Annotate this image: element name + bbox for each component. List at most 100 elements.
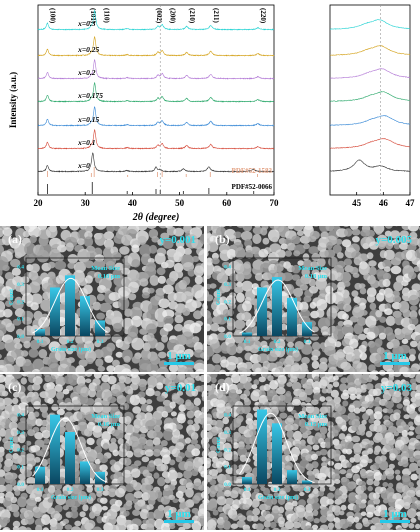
hkl-label: (210) [188, 8, 196, 24]
histogram-bar [35, 466, 45, 484]
hkl-label: (110) [103, 8, 111, 23]
histogram-bar [257, 409, 267, 484]
zoom-series-line [329, 19, 411, 30]
inset-y-tick: 0.1 [17, 317, 24, 323]
zoom-tick-label: 45 [352, 198, 362, 208]
xrd-series-label: x=0.2 [77, 68, 96, 77]
scale-bar-label: 1 μm [167, 508, 191, 520]
fit-curve [32, 417, 108, 483]
reference-label-b: PDF#52-0066 [232, 183, 273, 191]
sem-panel-tag: y=0.005 [375, 234, 412, 246]
mean-size-label: Mean Size [298, 265, 327, 272]
histogram-bar [302, 480, 312, 484]
inset-x-tick: 0.1 [37, 339, 44, 345]
histogram-bar [242, 332, 252, 336]
inset-bars [242, 277, 312, 336]
inset-y-tick: 0.4 [224, 413, 231, 419]
scale-bar [164, 520, 194, 523]
inset-x-tick: 0.2 [274, 339, 281, 345]
mean-size-label: Mean Size [91, 413, 120, 420]
mean-size-label: Mean Size [298, 413, 327, 420]
inset-y-tick: 0.1 [224, 465, 231, 471]
sem-panel-tag: y=0.001 [159, 234, 196, 246]
zoom-series-line [329, 159, 411, 172]
xrd-series-label: x=0 [77, 161, 90, 170]
inset-x-axis-label: Grain size (μm) [51, 494, 91, 501]
mean-size-value: 0.16 μm [98, 421, 121, 428]
sem-grain-texture [207, 226, 420, 372]
inset-y-tick: 0.1 [224, 317, 231, 323]
histogram-bar [80, 461, 90, 484]
histogram-bar [65, 275, 75, 336]
inset-x-axis-label: Grain size (μm) [258, 494, 298, 501]
inset-y-tick: 0.0 [224, 334, 231, 340]
inset-y-tick: 0.2 [224, 299, 231, 305]
xrd-tick-label: 50 [175, 198, 185, 208]
mean-size-label: Mean Size [91, 265, 120, 272]
inset-x-axis-label: Grain size (μm) [51, 346, 91, 353]
xrd-x-axis-label: 2θ (degree) [132, 212, 180, 223]
zoom-axes-frame [329, 4, 411, 196]
zoom-series-group [329, 5, 411, 195]
xrd-series-group: x=0.3 x=0.25 x=0.2 x=0.175 x=0.15 x=0.1 x=0 [37, 5, 275, 195]
zoom-series-line [329, 115, 411, 126]
histogram-bar [242, 477, 252, 484]
xrd-tick-label: 30 [81, 198, 91, 208]
sem-panel: (c) y=0.01 0.0 0.1 0.2 0.3 0.4 0.1 0.2 0.3 Grain s… [0, 374, 204, 530]
histogram-bar [95, 320, 105, 336]
inset-y-tick: 0.3 [17, 282, 24, 288]
xrd-zoom-panel: 45 46 47 [329, 4, 415, 208]
zoom-tick-label: 47 [406, 198, 416, 208]
sem-panel-letter: (c) [8, 380, 21, 394]
fit-curve [239, 412, 315, 483]
inset-y-tick: 0.0 [17, 334, 24, 340]
inset-x-tick: 0.1 [37, 487, 44, 493]
sem-panel-letter: (d) [215, 380, 230, 394]
inset-y-tick: 0.4 [17, 413, 24, 419]
xrd-series-line [37, 106, 275, 127]
zoom-series-line [329, 91, 411, 102]
histogram-bar [80, 296, 90, 336]
sem-grain-texture [0, 374, 204, 530]
histogram-bar [50, 287, 60, 336]
xrd-series-line [37, 35, 275, 57]
zoom-x-ticks: 45 46 47 [352, 192, 415, 208]
zoom-series-line [329, 138, 411, 149]
inset-y-axis-label: Count [216, 437, 222, 453]
xrd-series-label: x=0.3 [77, 19, 96, 28]
inset-x-tick: 0.1 [244, 339, 251, 345]
inset-y-tick: 0.2 [17, 447, 24, 453]
inset-x-tick: 0.3 [304, 339, 311, 345]
inset-y-axis-label: Count [216, 289, 222, 305]
mean-size-value: 0.18 μm [98, 273, 121, 280]
histogram-bar [257, 287, 267, 336]
inset-x-tick: 0.2 [67, 339, 74, 345]
inset-y-tick: 0.1 [17, 465, 24, 471]
inset-x-tick: 0.2 [274, 487, 281, 493]
inset-y-tick: 0.0 [17, 482, 24, 488]
hkl-label: (002) [155, 8, 163, 24]
inset-y-tick: 0.3 [17, 430, 24, 436]
hkl-label: (200) [169, 8, 177, 24]
hkl-label: (220) [259, 8, 267, 24]
inset-y-tick: 0.3 [224, 282, 231, 288]
histogram-bar [287, 470, 297, 484]
fit-curve [239, 279, 315, 334]
zoom-series-line [329, 45, 411, 56]
xrd-axes-frame [37, 4, 275, 196]
inset-x-tick: 0.3 [304, 487, 311, 493]
sem-panel-tag: y=0.01 [165, 382, 196, 394]
inset-y-axis-label: Count [9, 289, 15, 305]
hkl-labels: (100) (101) (110) (002) (200) (210) (211) (220) [48, 8, 267, 24]
mean-size-value: 0.18 μm [305, 273, 328, 280]
xrd-series-line [37, 58, 275, 80]
inset-y-tick: 0.0 [224, 482, 231, 488]
histogram-bar [272, 277, 282, 336]
inset-y-tick: 0.2 [17, 299, 24, 305]
xrd-y-axis-label: Intensity (a.u.) [8, 72, 18, 128]
inset-y-axis-label: Count [9, 437, 15, 453]
inset-x-tick: 0.3 [97, 339, 104, 345]
xrd-tick-label: 20 [34, 198, 44, 208]
histogram-bar [302, 322, 312, 336]
xrd-series-line [37, 128, 275, 150]
